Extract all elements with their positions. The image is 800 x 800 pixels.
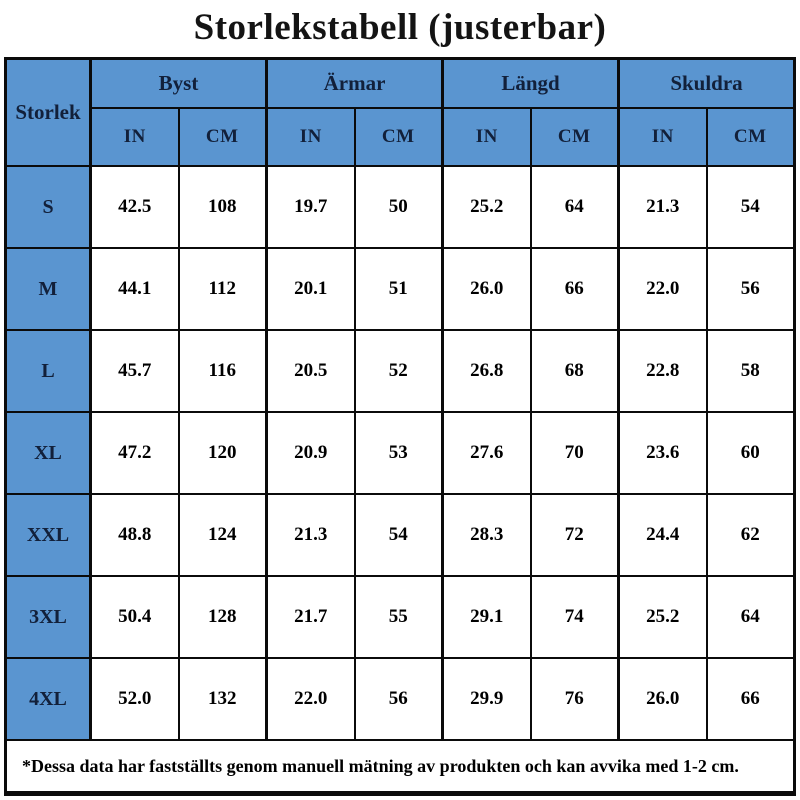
measure-cell: 68 — [529, 329, 620, 414]
unit-header-armar-cm: CM — [353, 107, 444, 168]
measure-cell: 22.0 — [265, 657, 356, 742]
unit-header-skuldra-in: IN — [617, 107, 708, 168]
measure-cell: 112 — [177, 247, 268, 332]
group-header-byst: Byst — [89, 57, 268, 110]
unit-header-armar-in: IN — [265, 107, 356, 168]
table-body: S 42.5 108 19.7 50 25.2 64 21.3 54 M 44.… — [4, 165, 796, 742]
size-label: 4XL — [4, 657, 92, 742]
measure-cell: 29.9 — [441, 657, 532, 742]
measure-cell: 76 — [529, 657, 620, 742]
measure-cell: 22.0 — [617, 247, 708, 332]
measure-cell: 26.8 — [441, 329, 532, 414]
table-row-xxl: XXL 48.8 124 21.3 54 28.3 72 24.4 62 — [4, 493, 796, 578]
measure-cell: 74 — [529, 575, 620, 660]
measure-cell: 51 — [353, 247, 444, 332]
measure-cell: 45.7 — [89, 329, 180, 414]
measure-cell: 64 — [529, 165, 620, 250]
measure-cell: 66 — [705, 657, 796, 742]
unit-header-langd-cm: CM — [529, 107, 620, 168]
measure-cell: 20.1 — [265, 247, 356, 332]
measure-cell: 52.0 — [89, 657, 180, 742]
measure-cell: 72 — [529, 493, 620, 578]
measure-cell: 54 — [705, 165, 796, 250]
measure-cell: 25.2 — [441, 165, 532, 250]
measure-cell: 55 — [353, 575, 444, 660]
size-label: L — [4, 329, 92, 414]
group-header-skuldra: Skuldra — [617, 57, 796, 110]
size-label: XL — [4, 411, 92, 496]
measure-cell: 50 — [353, 165, 444, 250]
table-row-s: S 42.5 108 19.7 50 25.2 64 21.3 54 — [4, 165, 796, 250]
page-title: Storlekstabell (justerbar) — [193, 7, 607, 48]
unit-header-byst-cm: CM — [177, 107, 268, 168]
measure-cell: 70 — [529, 411, 620, 496]
measure-cell: 52 — [353, 329, 444, 414]
unit-header-skuldra-cm: CM — [705, 107, 796, 168]
group-header-langd: Längd — [441, 57, 620, 110]
measure-cell: 48.8 — [89, 493, 180, 578]
measure-cell: 116 — [177, 329, 268, 414]
measure-cell: 132 — [177, 657, 268, 742]
table-row-m: M 44.1 112 20.1 51 26.0 66 22.0 56 — [4, 247, 796, 332]
size-label: 3XL — [4, 575, 92, 660]
measure-cell: 62 — [705, 493, 796, 578]
table-row-4xl: 4XL 52.0 132 22.0 56 29.9 76 26.0 66 — [4, 657, 796, 742]
measure-cell: 27.6 — [441, 411, 532, 496]
measure-cell: 20.5 — [265, 329, 356, 414]
measure-cell: 22.8 — [617, 329, 708, 414]
measure-cell: 20.9 — [265, 411, 356, 496]
measure-cell: 56 — [353, 657, 444, 742]
measure-cell: 19.7 — [265, 165, 356, 250]
table-row-3xl: 3XL 50.4 128 21.7 55 29.1 74 25.2 64 — [4, 575, 796, 660]
measure-cell: 64 — [705, 575, 796, 660]
measure-cell: 56 — [705, 247, 796, 332]
measure-cell: 60 — [705, 411, 796, 496]
measure-cell: 58 — [705, 329, 796, 414]
measure-cell: 21.7 — [265, 575, 356, 660]
measure-cell: 26.0 — [441, 247, 532, 332]
group-header-row: Storlek Byst Ärmar Längd Skuldra — [4, 57, 796, 168]
footnote: *Dessa data har fastställts genom manuel… — [4, 739, 796, 795]
measure-cell: 47.2 — [89, 411, 180, 496]
table-row-l: L 45.7 116 20.5 52 26.8 68 22.8 58 — [4, 329, 796, 414]
measure-cell: 29.1 — [441, 575, 532, 660]
table-row-xl: XL 47.2 120 20.9 53 27.6 70 23.6 60 — [4, 411, 796, 496]
unit-header-byst-in: IN — [89, 107, 180, 168]
unit-header-langd-in: IN — [441, 107, 532, 168]
measure-cell: 128 — [177, 575, 268, 660]
unit-header-row: IN CM IN CM IN CM IN CM — [6, 107, 796, 168]
measure-cell: 54 — [353, 493, 444, 578]
measure-cell: 25.2 — [617, 575, 708, 660]
measure-cell: 66 — [529, 247, 620, 332]
measure-cell: 23.6 — [617, 411, 708, 496]
measure-cell: 50.4 — [89, 575, 180, 660]
group-header-armar: Ärmar — [265, 57, 444, 110]
measure-cell: 26.0 — [617, 657, 708, 742]
size-table: Storlek Byst Ärmar Längd Skuldra IN CM I… — [4, 56, 796, 797]
table-footer: *Dessa data har fastställts genom manuel… — [4, 739, 796, 795]
measure-cell: 108 — [177, 165, 268, 250]
measure-cell: 21.3 — [265, 493, 356, 578]
measure-cell: 21.3 — [617, 165, 708, 250]
size-label: XXL — [4, 493, 92, 578]
measure-cell: 124 — [177, 493, 268, 578]
measure-cell: 28.3 — [441, 493, 532, 578]
size-label: M — [4, 247, 92, 332]
measure-cell: 24.4 — [617, 493, 708, 578]
measure-cell: 42.5 — [89, 165, 180, 250]
footnote-row: *Dessa data har fastställts genom manuel… — [4, 739, 796, 795]
size-label: S — [4, 165, 92, 250]
measure-cell: 53 — [353, 411, 444, 496]
measure-cell: 120 — [177, 411, 268, 496]
measure-cell: 44.1 — [89, 247, 180, 332]
table-header: Storlek Byst Ärmar Längd Skuldra IN CM I… — [4, 57, 796, 168]
size-column-header: Storlek — [4, 57, 92, 168]
